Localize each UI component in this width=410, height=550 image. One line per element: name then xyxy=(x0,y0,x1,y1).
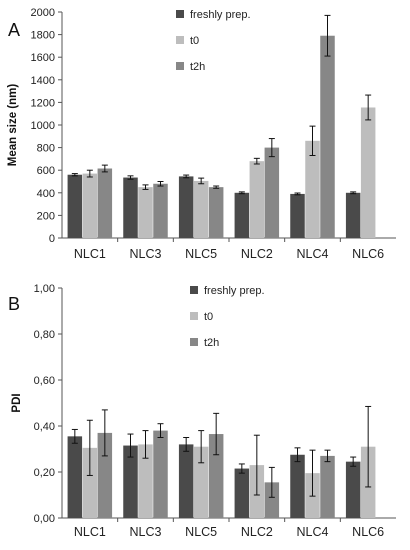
chartA-category-label: NLC4 xyxy=(297,247,329,261)
chartB-bar-nlc5-s1 xyxy=(178,444,194,518)
chartA-bar-nlc1-s2 xyxy=(82,173,98,238)
chartA-y-tick-label: 400 xyxy=(37,188,55,200)
chartA-bar-nlc4-s3 xyxy=(320,35,335,239)
chartB-bar-nlc1-s1 xyxy=(67,436,83,518)
chartA-bar-nlc2-s3 xyxy=(264,147,280,238)
chartA-legend-swatch-2 xyxy=(176,36,184,44)
chartA-y-tick-label: 1600 xyxy=(31,52,55,64)
chartA-y-axis-title: Mean size (nm) xyxy=(7,84,19,167)
chartB-bar-nlc2-s3 xyxy=(264,482,280,518)
chartA-bar-nlc1-s3 xyxy=(97,168,113,238)
chartB-category-label: NLC6 xyxy=(352,525,384,539)
chartA-y-tick-label: 200 xyxy=(37,210,55,222)
chartB-category-label: NLC3 xyxy=(130,525,162,539)
chartA-bar-nlc2-s1 xyxy=(234,192,250,238)
chartA-category-label: NLC6 xyxy=(352,247,384,261)
chartB-bar-nlc4-s1 xyxy=(290,454,305,518)
chartA-category-label: NLC2 xyxy=(241,247,273,261)
chartA-y-tick-label: 1400 xyxy=(31,75,55,87)
chartA-y-tick-label: 1200 xyxy=(31,97,55,109)
chartA-y-tick-label: 1000 xyxy=(31,120,55,132)
chartA-bar-nlc1-s1 xyxy=(67,174,83,238)
chartA-legend-label-2: t0 xyxy=(190,35,199,47)
chartA-category-label: NLC1 xyxy=(74,247,106,261)
chartB-y-axis-title: PDI xyxy=(11,393,23,412)
chartA-bar-nlc5-s2 xyxy=(193,180,209,238)
chartA-bar-nlc3-s1 xyxy=(123,177,138,238)
chartB-legend-label-1: freshly prep. xyxy=(204,285,265,297)
chartA-category-label: NLC3 xyxy=(130,247,162,261)
chartB-bar-nlc5-s3 xyxy=(208,434,224,518)
chartB-category-label: NLC4 xyxy=(297,525,329,539)
chartA-bar-nlc3-s2 xyxy=(138,187,153,238)
chartB-bar-nlc4-s3 xyxy=(320,455,335,518)
chartB-category-label: NLC5 xyxy=(185,525,217,539)
chartB-legend-swatch-2 xyxy=(190,312,198,320)
chartA-bar-nlc5-s1 xyxy=(178,176,194,238)
chartB-bar-nlc6-s1 xyxy=(345,461,361,518)
chartB-legend-swatch-1 xyxy=(190,286,198,294)
chartA-y-tick-label: 800 xyxy=(37,143,55,155)
chartA-bar-nlc4-s1 xyxy=(290,193,305,238)
chartB-bar-nlc3-s3 xyxy=(153,430,168,518)
chartA-bar-nlc6-s2 xyxy=(360,107,376,238)
chartB-bar-nlc5-s2 xyxy=(193,446,209,518)
chartB-bar-nlc3-s2 xyxy=(138,444,153,518)
chartA-category-label: NLC5 xyxy=(185,247,217,261)
chartB-y-tick-label: 0,40 xyxy=(34,421,55,433)
chartB-bar-nlc2-s1 xyxy=(234,468,250,518)
chartA-bar-nlc3-s3 xyxy=(153,183,168,238)
chartB-y-tick-label: 0,00 xyxy=(34,513,55,525)
chartA-bar-nlc6-s1 xyxy=(345,192,361,238)
chartB-y-tick-label: 0,80 xyxy=(34,329,55,341)
chartB-legend-label-2: t0 xyxy=(204,311,213,323)
chartA-y-tick-label: 0 xyxy=(49,233,55,245)
chartB-legend-swatch-3 xyxy=(190,338,198,346)
chartB-panel-label: B xyxy=(8,294,20,314)
chartA-bar-nlc2-s2 xyxy=(249,161,265,238)
chartA-panel-label: A xyxy=(8,20,20,40)
chartA-bar-nlc4-s2 xyxy=(305,140,320,238)
chartB-bar-nlc3-s1 xyxy=(123,445,138,518)
chartA-legend-label-3: t2h xyxy=(190,61,205,73)
chartB-category-label: NLC1 xyxy=(74,525,106,539)
chartB-y-tick-label: 0,60 xyxy=(34,375,55,387)
chartB-y-tick-label: 1,00 xyxy=(34,283,55,295)
chartB-bar-nlc1-s3 xyxy=(97,432,113,518)
chartB-category-label: NLC2 xyxy=(241,525,273,539)
chartA-y-tick-label: 1800 xyxy=(31,30,55,42)
chartA-legend-swatch-3 xyxy=(176,62,184,70)
chartB-legend-label-3: t2h xyxy=(204,337,219,349)
chartA-y-tick-label: 2000 xyxy=(31,7,55,19)
chartA-legend-label-1: freshly prep. xyxy=(190,9,251,21)
chartB-y-tick-label: 0,20 xyxy=(34,467,55,479)
chartA-y-tick-label: 600 xyxy=(37,165,55,177)
chartA-bar-nlc5-s3 xyxy=(208,187,224,238)
chartB-bar-nlc1-s2 xyxy=(82,447,98,518)
chartA-legend-swatch-1 xyxy=(176,10,184,18)
